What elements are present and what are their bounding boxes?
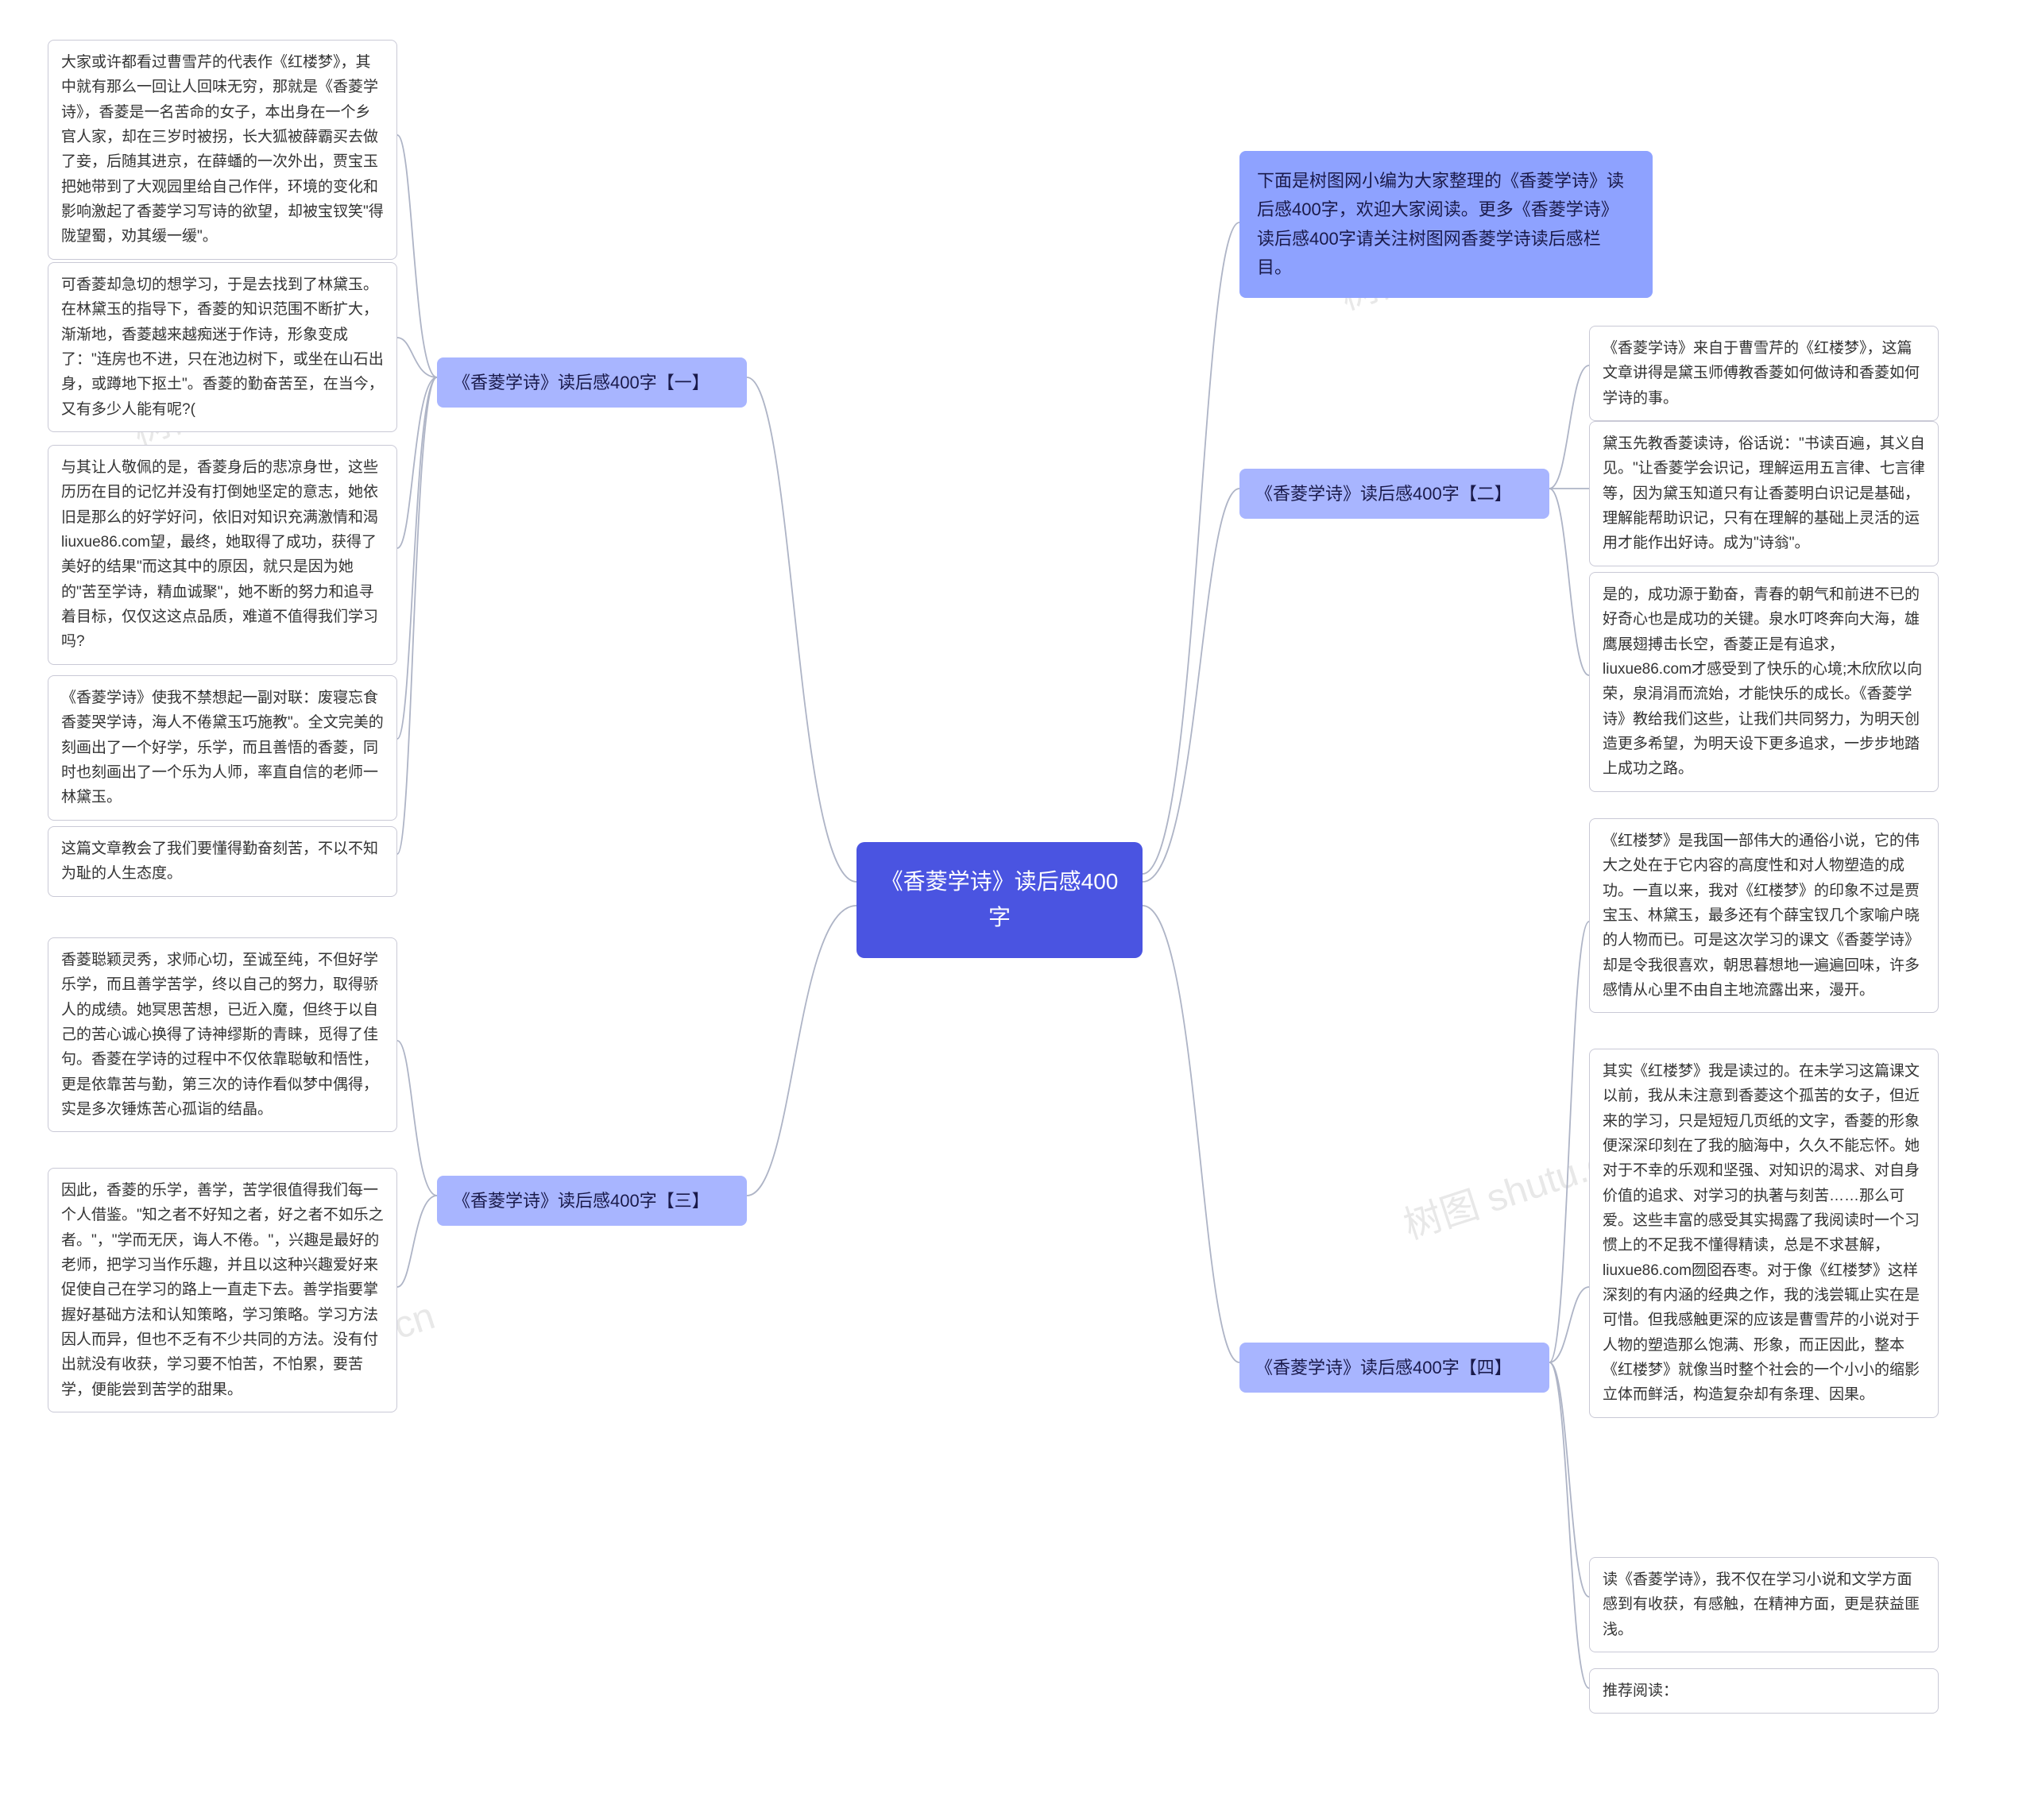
leaf-2-1: 黛玉先教香菱读诗，俗话说："书读百遍，其义自见。"让香菱学会识记，理解运用五言律… (1589, 421, 1939, 566)
leaf-3-0: 香菱聪颖灵秀，求师心切，至诚至纯，不但好学乐学，而且善学苦学，终以自己的努力，取… (48, 937, 397, 1132)
leaf-2-2: 是的，成功源于勤奋，青春的朝气和前进不已的好奇心也是成功的关键。泉水叮咚奔向大海… (1589, 572, 1939, 792)
leaf-4-1: 其实《红楼梦》我是读过的。在未学习这篇课文以前，我从未注意到香菱这个孤苦的女子，… (1589, 1049, 1939, 1418)
branch-1: 《香菱学诗》读后感400字【一】 (437, 357, 747, 408)
branch-3: 《香菱学诗》读后感400字【三】 (437, 1176, 747, 1226)
leaf-4-2: 读《香菱学诗》，我不仅在学习小说和文学方面感到有收获，有感触，在精神方面，更是获… (1589, 1557, 1939, 1652)
leaf-1-1: 可香菱却急切的想学习，于是去找到了林黛玉。在林黛玉的指导下，香菱的知识范围不断扩… (48, 262, 397, 432)
leaf-4-0: 《红楼梦》是我国一部伟大的通俗小说，它的伟大之处在于它内容的高度性和对人物塑造的… (1589, 818, 1939, 1013)
leaf-1-4: 这篇文章教会了我们要懂得勤奋刻苦，不以不知为耻的人生态度。 (48, 826, 397, 897)
mindmap-canvas: 《香菱学诗》读后感400字 下面是树图网小编为大家整理的《香菱学诗》读后感400… (0, 0, 2034, 1820)
intro-node: 下面是树图网小编为大家整理的《香菱学诗》读后感400字，欢迎大家阅读。更多《香菱… (1239, 151, 1653, 298)
leaf-1-0: 大家或许都看过曹雪芹的代表作《红楼梦》，其中就有那么一回让人回味无穷，那就是《香… (48, 40, 397, 260)
branch-4: 《香菱学诗》读后感400字【四】 (1239, 1343, 1549, 1393)
leaf-2-0: 《香菱学诗》来自于曹雪芹的《红楼梦》，这篇文章讲得是黛玉师傅教香菱如何做诗和香菱… (1589, 326, 1939, 421)
leaf-4-3: 推荐阅读： (1589, 1668, 1939, 1714)
leaf-1-3: 《香菱学诗》使我不禁想起一副对联：废寝忘食香菱哭学诗，海人不倦黛玉巧施教"。全文… (48, 675, 397, 821)
branch-2: 《香菱学诗》读后感400字【二】 (1239, 469, 1549, 519)
leaf-3-1: 因此，香菱的乐学，善学，苦学很值得我们每一个人借鉴。"知之者不好知之者，好之者不… (48, 1168, 397, 1412)
root-node: 《香菱学诗》读后感400字 (857, 842, 1143, 958)
leaf-1-2: 与其让人敬佩的是，香菱身后的悲凉身世，这些历历在目的记忆并没有打倒她坚定的意志，… (48, 445, 397, 665)
